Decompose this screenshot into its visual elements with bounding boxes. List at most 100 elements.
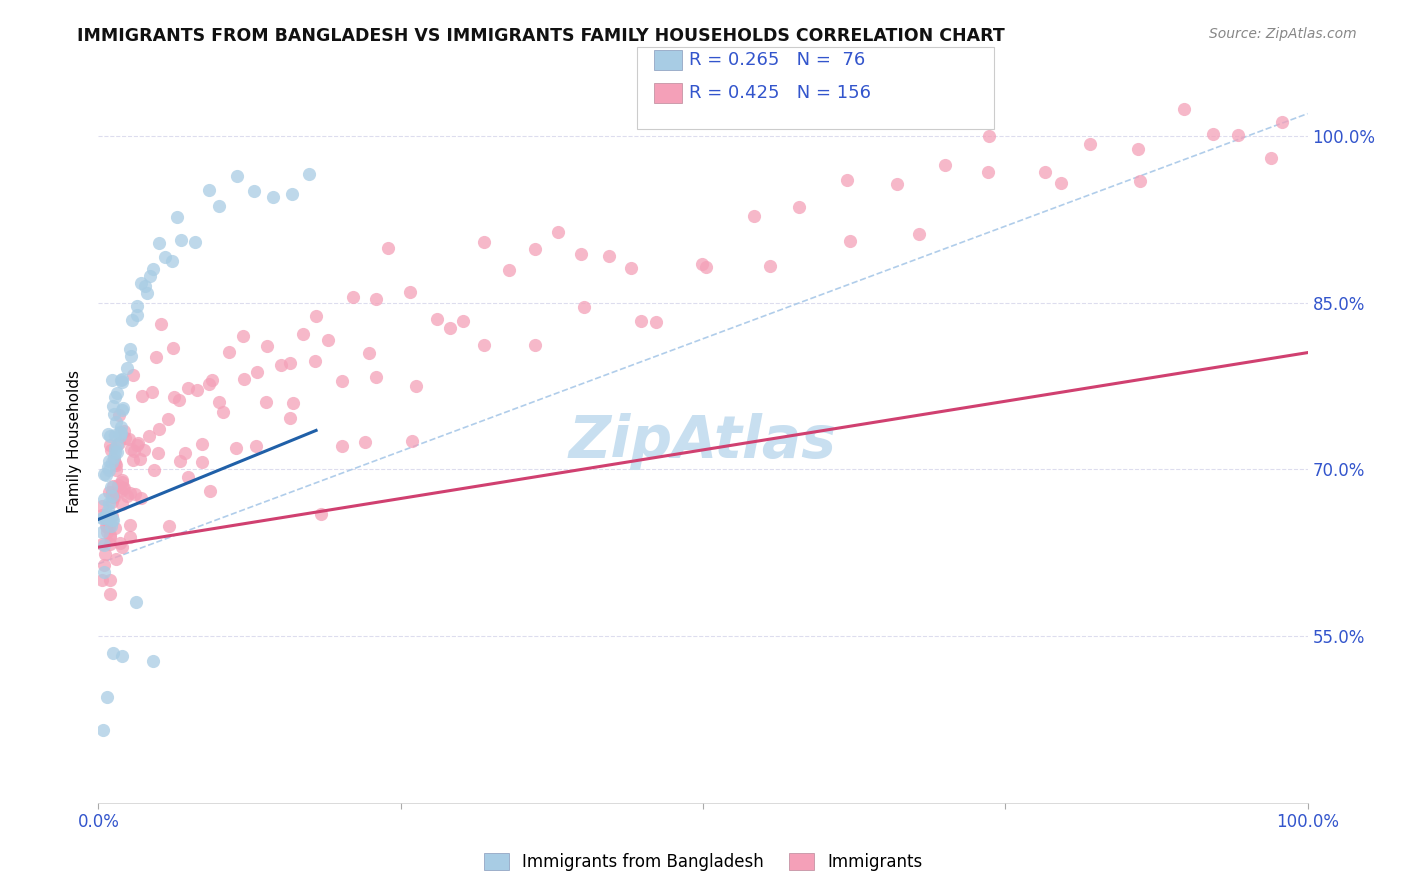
Point [1227,128,1250,142]
Point [451,314,474,328]
Point [690,257,713,271]
Point [225,441,247,455]
Point [246,365,269,379]
Point [98,463,121,477]
Point [472,235,495,250]
Point [93,538,115,552]
Point [111,376,134,390]
Point [100,519,122,533]
Point [135,285,157,300]
Point [170,234,193,248]
Point [243,184,266,198]
Point [256,394,278,409]
Point [1126,142,1149,156]
Point [695,260,717,274]
Point [110,373,132,387]
Legend: Immigrants from Bangladesh, Immigrants: Immigrants from Bangladesh, Immigrants [477,846,929,878]
Point [96,690,118,704]
Point [118,518,141,533]
Point [101,484,124,499]
Point [304,354,326,368]
Point [157,518,180,533]
Point [162,341,184,355]
Point [198,182,221,196]
Point [90,573,112,587]
Point [134,278,156,293]
Point [105,552,128,566]
Point [112,481,135,495]
Point [103,390,125,404]
Text: ZipAtlas: ZipAtlas [569,413,837,470]
Point [94,510,117,524]
Point [1050,177,1073,191]
Point [1173,102,1195,116]
Point [124,487,146,501]
Point [142,654,165,668]
Point [97,454,120,468]
Point [93,565,115,579]
Point [280,356,302,370]
Point [111,473,134,487]
Point [630,314,652,328]
Point [122,368,145,383]
Point [125,595,148,609]
Point [218,344,240,359]
Point [120,342,142,356]
Point [105,385,128,400]
Point [108,535,131,549]
Point [574,300,596,314]
Point [354,434,377,449]
Point [401,434,423,449]
Point [93,558,115,572]
Point [644,314,666,328]
Point [125,438,148,452]
Text: Source: ZipAtlas.com: Source: ZipAtlas.com [1209,27,1357,41]
Point [110,483,132,498]
Point [97,511,120,525]
Point [934,158,956,172]
Point [101,646,124,660]
Point [100,442,122,457]
Point [105,458,128,473]
Point [399,285,422,299]
Point [364,292,387,306]
Point [96,468,118,483]
Point [191,437,214,451]
Point [97,459,120,474]
Point [177,381,200,395]
Point [245,439,267,453]
Point [93,491,115,506]
Point [547,226,569,240]
Text: R = 0.425   N = 156: R = 0.425 N = 156 [689,84,870,102]
Point [598,249,620,263]
Point [149,317,172,331]
Point [112,482,135,496]
Point [90,508,112,523]
Point [112,401,135,416]
Point [100,455,122,469]
Point [103,407,125,421]
Point [977,129,1000,144]
Point [148,235,170,250]
Point [97,484,120,499]
Point [141,385,163,400]
Point [111,497,134,511]
Point [101,513,124,527]
Point [1033,164,1056,178]
Point [114,431,136,445]
Point [98,537,121,551]
Point [94,547,117,561]
Point [128,451,150,466]
Point [97,519,120,533]
Point [111,372,134,386]
Point [129,277,152,291]
Point [886,177,908,191]
Point [787,201,810,215]
Point [100,587,122,601]
Point [98,438,121,452]
Point [115,489,138,503]
Point [110,429,132,443]
Point [569,247,592,261]
Point [98,574,121,588]
Point [101,490,124,504]
